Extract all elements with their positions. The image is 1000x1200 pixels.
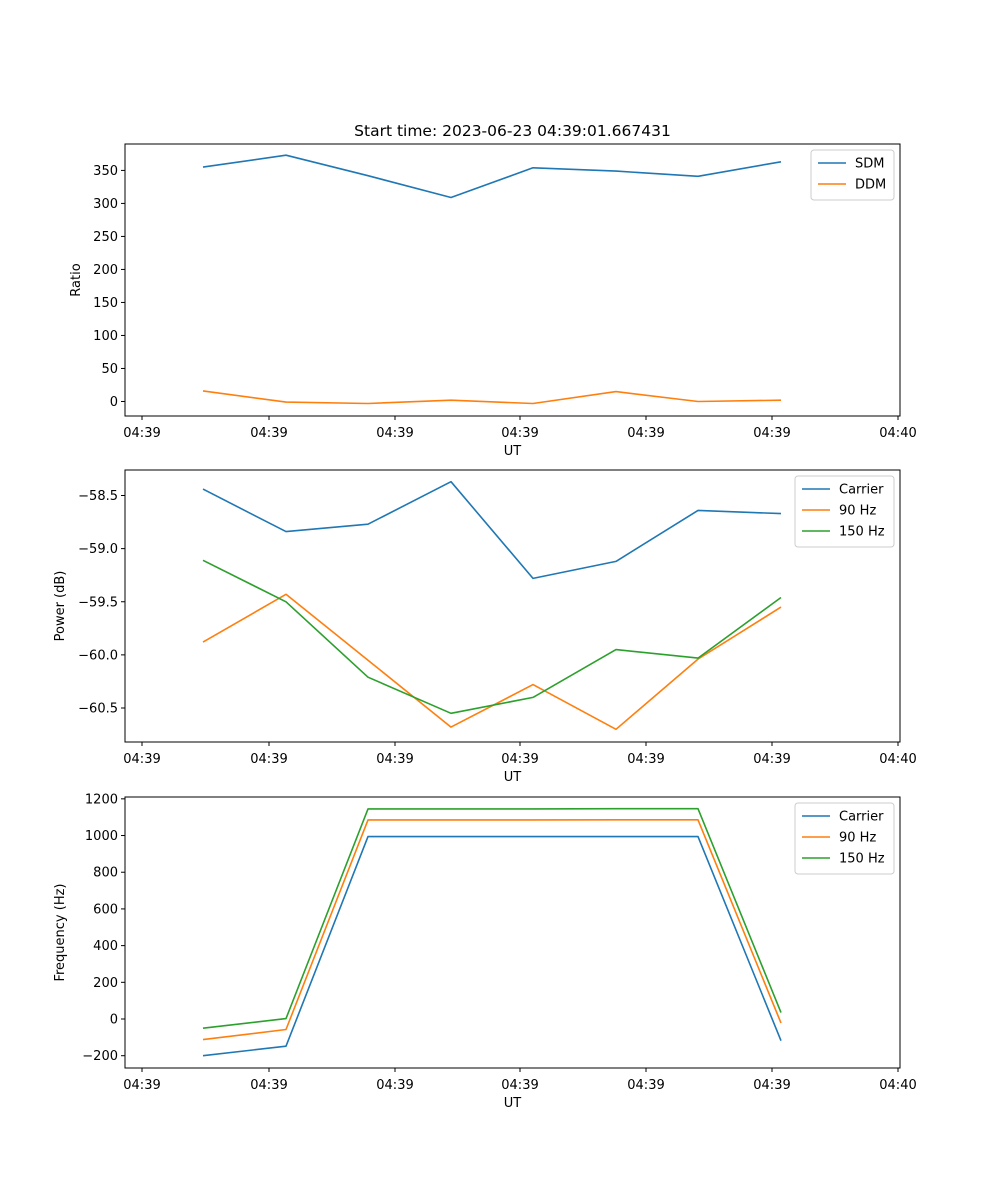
x-tick-label: 04:39: [123, 752, 160, 767]
y-tick-label: 350: [93, 164, 118, 179]
x-tick-label: 04:39: [376, 1078, 413, 1093]
plot-frame: [124, 469, 901, 743]
legend-label: 150 Hz: [839, 852, 885, 867]
y-tick-label: 200: [93, 263, 118, 278]
x-tick-label: 04:40: [879, 1078, 916, 1093]
series-line-150-hz: [202, 807, 782, 1029]
series-line-90-hz: [202, 593, 782, 731]
legend-label: Carrier: [839, 483, 884, 498]
x-tick-label: 04:39: [627, 1078, 664, 1093]
series-line-90-hz: [202, 818, 782, 1041]
y-tick-label: 1000: [85, 829, 118, 844]
x-tick-label: 04:40: [879, 426, 916, 441]
x-tick-label: 04:39: [250, 752, 287, 767]
x-tick-label: 04:39: [753, 752, 790, 767]
y-tick-label: 100: [93, 329, 118, 344]
x-tick-label: 04:39: [501, 752, 538, 767]
y-tick-label: −60.5: [78, 702, 118, 717]
legend: Carrier 90 Hz 150 Hz: [794, 475, 895, 548]
y-tick-label: 50: [101, 362, 118, 377]
series-line-carrier: [202, 480, 782, 580]
x-axis-label: UT: [504, 1096, 522, 1111]
x-tick-label: 04:39: [501, 426, 538, 441]
panel-power: −60.5 −60.0 −59.5 −59.0 −58.5 04:39 04:39 04:39…: [53, 469, 917, 785]
y-tick-label: −58.5: [78, 489, 118, 504]
panel-frequency: −200 0 200 400 600 800 1000 1200 04:39 04:39 04:39…: [53, 792, 917, 1111]
x-tick-label: 04:39: [250, 426, 287, 441]
legend-label: 150 Hz: [839, 525, 885, 540]
series-line-ddm: [202, 390, 782, 405]
x-tick-label: 04:40: [879, 752, 916, 767]
legend-label: DDM: [855, 178, 886, 193]
y-tick-label: 0: [110, 1013, 118, 1028]
x-tick-label: 04:39: [627, 752, 664, 767]
y-tick-label: 150: [93, 296, 118, 311]
y-tick-label: −60.0: [78, 648, 118, 663]
legend-label: SDM: [855, 157, 884, 172]
x-axis-label: UT: [504, 444, 522, 459]
legend: SDM DDM: [810, 149, 895, 201]
series-line-carrier: [202, 835, 782, 1057]
y-tick-label: 1200: [85, 792, 118, 807]
y-tick-label: −59.5: [78, 595, 118, 610]
y-tick-label: 600: [93, 902, 118, 917]
x-tick-label: 04:39: [753, 1078, 790, 1093]
legend-label: 90 Hz: [839, 831, 876, 846]
y-tick-label: 800: [93, 866, 118, 881]
panel-ratio: 0 50 100 150 200 250 300 350 04:39 04:39 04:39 04:3…: [69, 143, 917, 459]
legend: Carrier 90 Hz 150 Hz: [794, 802, 895, 875]
y-axis-label: Frequency (Hz): [53, 883, 68, 981]
legend-label: 90 Hz: [839, 504, 876, 519]
y-axis-label: Ratio: [69, 263, 84, 296]
y-tick-label: −200: [82, 1049, 118, 1064]
x-tick-label: 04:39: [627, 426, 664, 441]
x-tick-label: 04:39: [123, 426, 160, 441]
x-tick-label: 04:39: [376, 752, 413, 767]
legend-box: [794, 475, 895, 548]
series-line-150-hz: [202, 559, 782, 715]
series-line-sdm: [202, 154, 782, 199]
legend-box: [794, 802, 895, 875]
legend-label: Carrier: [839, 810, 884, 825]
y-tick-label: 300: [93, 197, 118, 212]
y-axis-label: Power (dB): [53, 571, 68, 642]
plot-frame: [124, 143, 901, 417]
x-tick-label: 04:39: [753, 426, 790, 441]
y-tick-label: 0: [110, 395, 118, 410]
figure-title: Start time: 2023-06-23 04:39:01.667431: [354, 122, 671, 140]
y-tick-label: 400: [93, 939, 118, 954]
y-tick-label: 250: [93, 230, 118, 245]
x-tick-label: 04:39: [501, 1078, 538, 1093]
plot-frame: [124, 796, 901, 1069]
y-tick-label: −59.0: [78, 542, 118, 557]
x-axis-label: UT: [504, 770, 522, 785]
x-tick-label: 04:39: [250, 1078, 287, 1093]
x-tick-label: 04:39: [123, 1078, 160, 1093]
x-tick-label: 04:39: [376, 426, 413, 441]
y-tick-label: 200: [93, 976, 118, 991]
